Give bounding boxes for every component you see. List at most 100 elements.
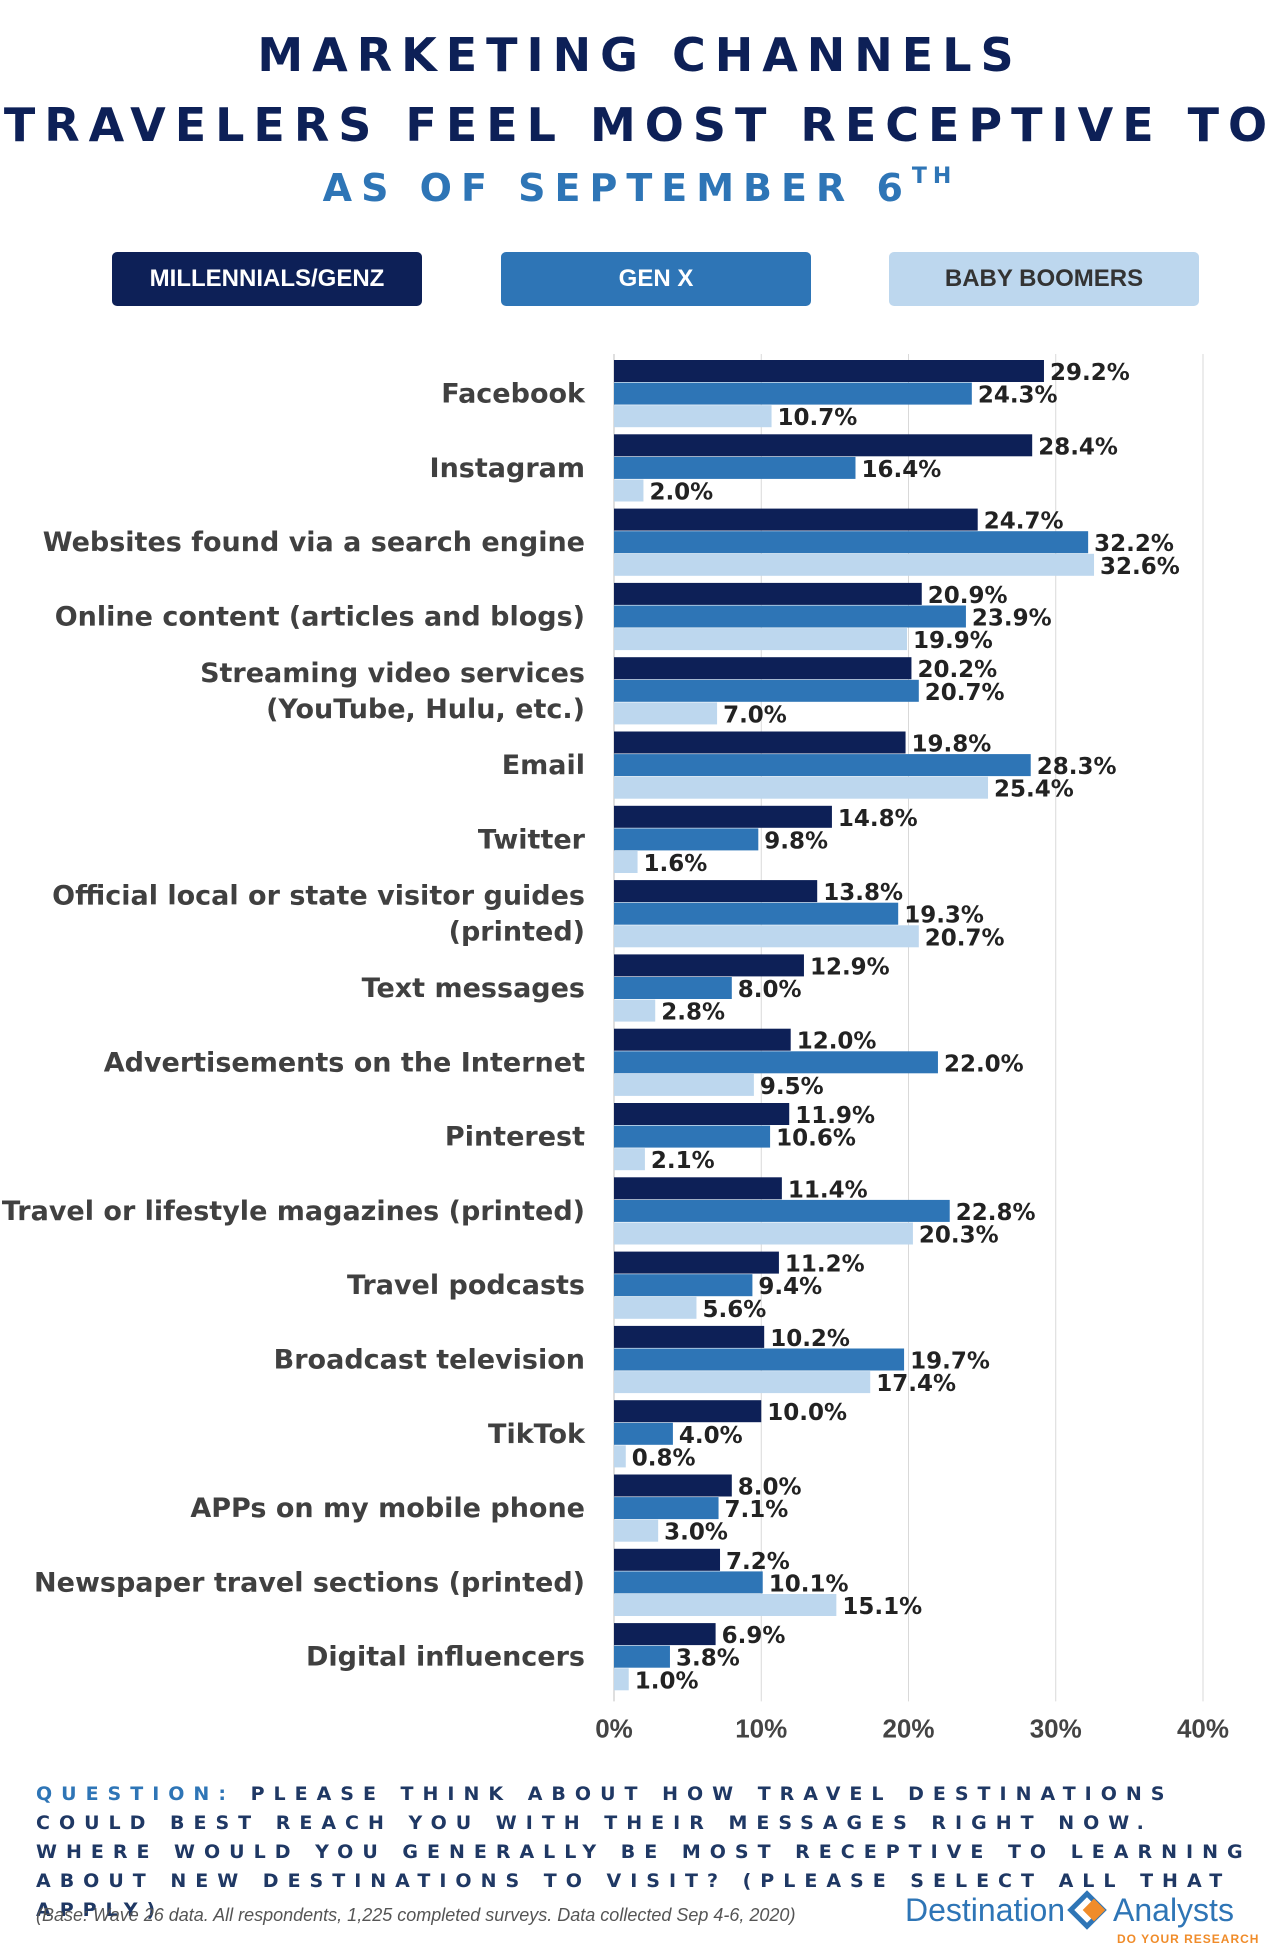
data-label: 12.9% bbox=[810, 954, 890, 980]
data-label: 11.2% bbox=[785, 1252, 865, 1278]
data-label: 19.8% bbox=[912, 732, 992, 758]
bar bbox=[614, 1028, 791, 1051]
data-label: 28.4% bbox=[1038, 434, 1118, 460]
data-label: 4.0% bbox=[679, 1423, 743, 1449]
bar bbox=[614, 605, 966, 628]
bar bbox=[614, 1177, 782, 1200]
data-label: 22.8% bbox=[956, 1200, 1036, 1226]
data-label: 20.9% bbox=[928, 583, 1008, 609]
data-label: 2.0% bbox=[649, 480, 713, 506]
data-label: 9.4% bbox=[758, 1274, 822, 1300]
x-tick-label: 40% bbox=[1177, 1713, 1229, 1740]
data-label: 24.3% bbox=[978, 383, 1058, 409]
category-label: (YouTube, Hulu, etc.) bbox=[266, 694, 585, 725]
bar bbox=[614, 1103, 790, 1125]
bar bbox=[614, 1348, 905, 1371]
data-label: 29.2% bbox=[1050, 360, 1130, 386]
bar bbox=[614, 508, 978, 531]
data-label: 0.8% bbox=[632, 1445, 696, 1471]
data-label: 8.0% bbox=[738, 977, 802, 1003]
category-label: Facebook bbox=[441, 379, 586, 410]
destination-analysts-logo: Destination Analysts DO YOUR RESEARCH bbox=[905, 1890, 1265, 1950]
data-label: 28.3% bbox=[1037, 754, 1117, 780]
data-label: 11.9% bbox=[795, 1103, 875, 1129]
bar bbox=[614, 1548, 721, 1571]
data-label: 1.6% bbox=[644, 851, 708, 877]
bar bbox=[614, 702, 718, 725]
data-label: 3.8% bbox=[676, 1646, 740, 1672]
data-label: 12.0% bbox=[797, 1029, 877, 1055]
chart-title-line2: TRAVELERS FEEL MOST RECEPTIVE TO bbox=[3, 98, 1277, 152]
data-label: 19.7% bbox=[910, 1349, 990, 1375]
bar bbox=[614, 657, 912, 680]
category-label: Streaming video services bbox=[200, 658, 585, 689]
bar bbox=[614, 880, 818, 903]
bar bbox=[614, 1594, 837, 1616]
chart-subtitle: AS OF SEPTEMBER 6TH bbox=[0, 164, 1280, 210]
data-label: 20.7% bbox=[925, 925, 1005, 951]
base-note: (Base: Wave 26 data. All respondents, 1,… bbox=[36, 1905, 796, 1925]
data-label: 17.4% bbox=[876, 1371, 956, 1397]
data-label: 20.2% bbox=[917, 657, 997, 683]
category-label: Travel podcasts bbox=[347, 1270, 585, 1301]
bar bbox=[614, 531, 1089, 554]
bar bbox=[614, 1199, 950, 1222]
data-label: 6.9% bbox=[722, 1623, 786, 1649]
bar bbox=[614, 1645, 670, 1668]
data-label: 15.1% bbox=[842, 1594, 922, 1620]
category-label: Travel or lifestyle magazines (printed) bbox=[2, 1196, 585, 1227]
data-label: 10.1% bbox=[769, 1571, 849, 1597]
data-label: 22.0% bbox=[944, 1051, 1024, 1077]
data-label: 10.7% bbox=[778, 405, 858, 431]
data-label: 7.1% bbox=[725, 1497, 789, 1523]
bar-chart: 0% 10% 20% 30% 40% Facebook 29.2%24.3% 10.7% Ins… bbox=[2, 354, 1229, 1740]
question-label: QUESTION: bbox=[36, 1783, 235, 1805]
category-label: (printed) bbox=[449, 917, 585, 948]
bar bbox=[614, 1623, 716, 1646]
data-label: 8.0% bbox=[738, 1475, 802, 1501]
legend-genx: GEN X bbox=[501, 252, 811, 306]
category-label: Twitter bbox=[478, 824, 586, 855]
bar bbox=[614, 1422, 673, 1445]
bar bbox=[614, 1371, 871, 1394]
bar bbox=[614, 1474, 732, 1497]
bar bbox=[614, 1073, 754, 1096]
bar bbox=[614, 582, 922, 605]
data-label: 10.6% bbox=[776, 1126, 856, 1152]
bar bbox=[614, 1148, 645, 1171]
data-label: 14.8% bbox=[838, 806, 918, 832]
survey-question: QUESTION: PLEASE THINK ABOUT HOW TRAVEL … bbox=[36, 1780, 1256, 1925]
logo-tagline: DO YOUR RESEARCH bbox=[1117, 1932, 1260, 1946]
data-label: 11.4% bbox=[788, 1177, 868, 1203]
data-label: 2.8% bbox=[661, 1000, 725, 1026]
x-tick-label: 10% bbox=[735, 1713, 787, 1740]
bar bbox=[614, 553, 1095, 576]
bar bbox=[614, 434, 1033, 457]
category-label: Advertisements on the Internet bbox=[104, 1047, 585, 1078]
bar bbox=[614, 1445, 626, 1468]
data-label: 20.7% bbox=[925, 680, 1005, 706]
bar bbox=[614, 1519, 659, 1542]
bar bbox=[614, 1400, 762, 1423]
data-label: 7.2% bbox=[726, 1549, 790, 1575]
data-label: 1.0% bbox=[635, 1668, 699, 1694]
data-label: 9.8% bbox=[764, 828, 828, 854]
bar bbox=[614, 1274, 753, 1297]
data-label: 10.2% bbox=[770, 1326, 850, 1352]
data-label: 25.4% bbox=[994, 777, 1074, 803]
bar bbox=[614, 479, 644, 502]
data-label: 13.8% bbox=[823, 880, 903, 906]
data-label: 19.9% bbox=[913, 628, 993, 654]
x-tick-label: 30% bbox=[1030, 1713, 1082, 1740]
data-label: 20.3% bbox=[919, 1223, 999, 1249]
bar bbox=[614, 382, 972, 405]
category-label: Online content (articles and blogs) bbox=[55, 602, 585, 633]
category-label: Email bbox=[502, 750, 585, 781]
bar bbox=[614, 1125, 771, 1148]
data-label: 7.0% bbox=[723, 702, 787, 728]
logo-word-analysts: Analysts bbox=[1113, 1892, 1234, 1928]
category-label: Broadcast television bbox=[274, 1345, 585, 1376]
question-text: PLEASE THINK ABOUT HOW TRAVEL DESTINATIO… bbox=[36, 1783, 1252, 1921]
x-tick-label: 20% bbox=[882, 1713, 934, 1740]
data-label: 3.0% bbox=[664, 1520, 728, 1546]
